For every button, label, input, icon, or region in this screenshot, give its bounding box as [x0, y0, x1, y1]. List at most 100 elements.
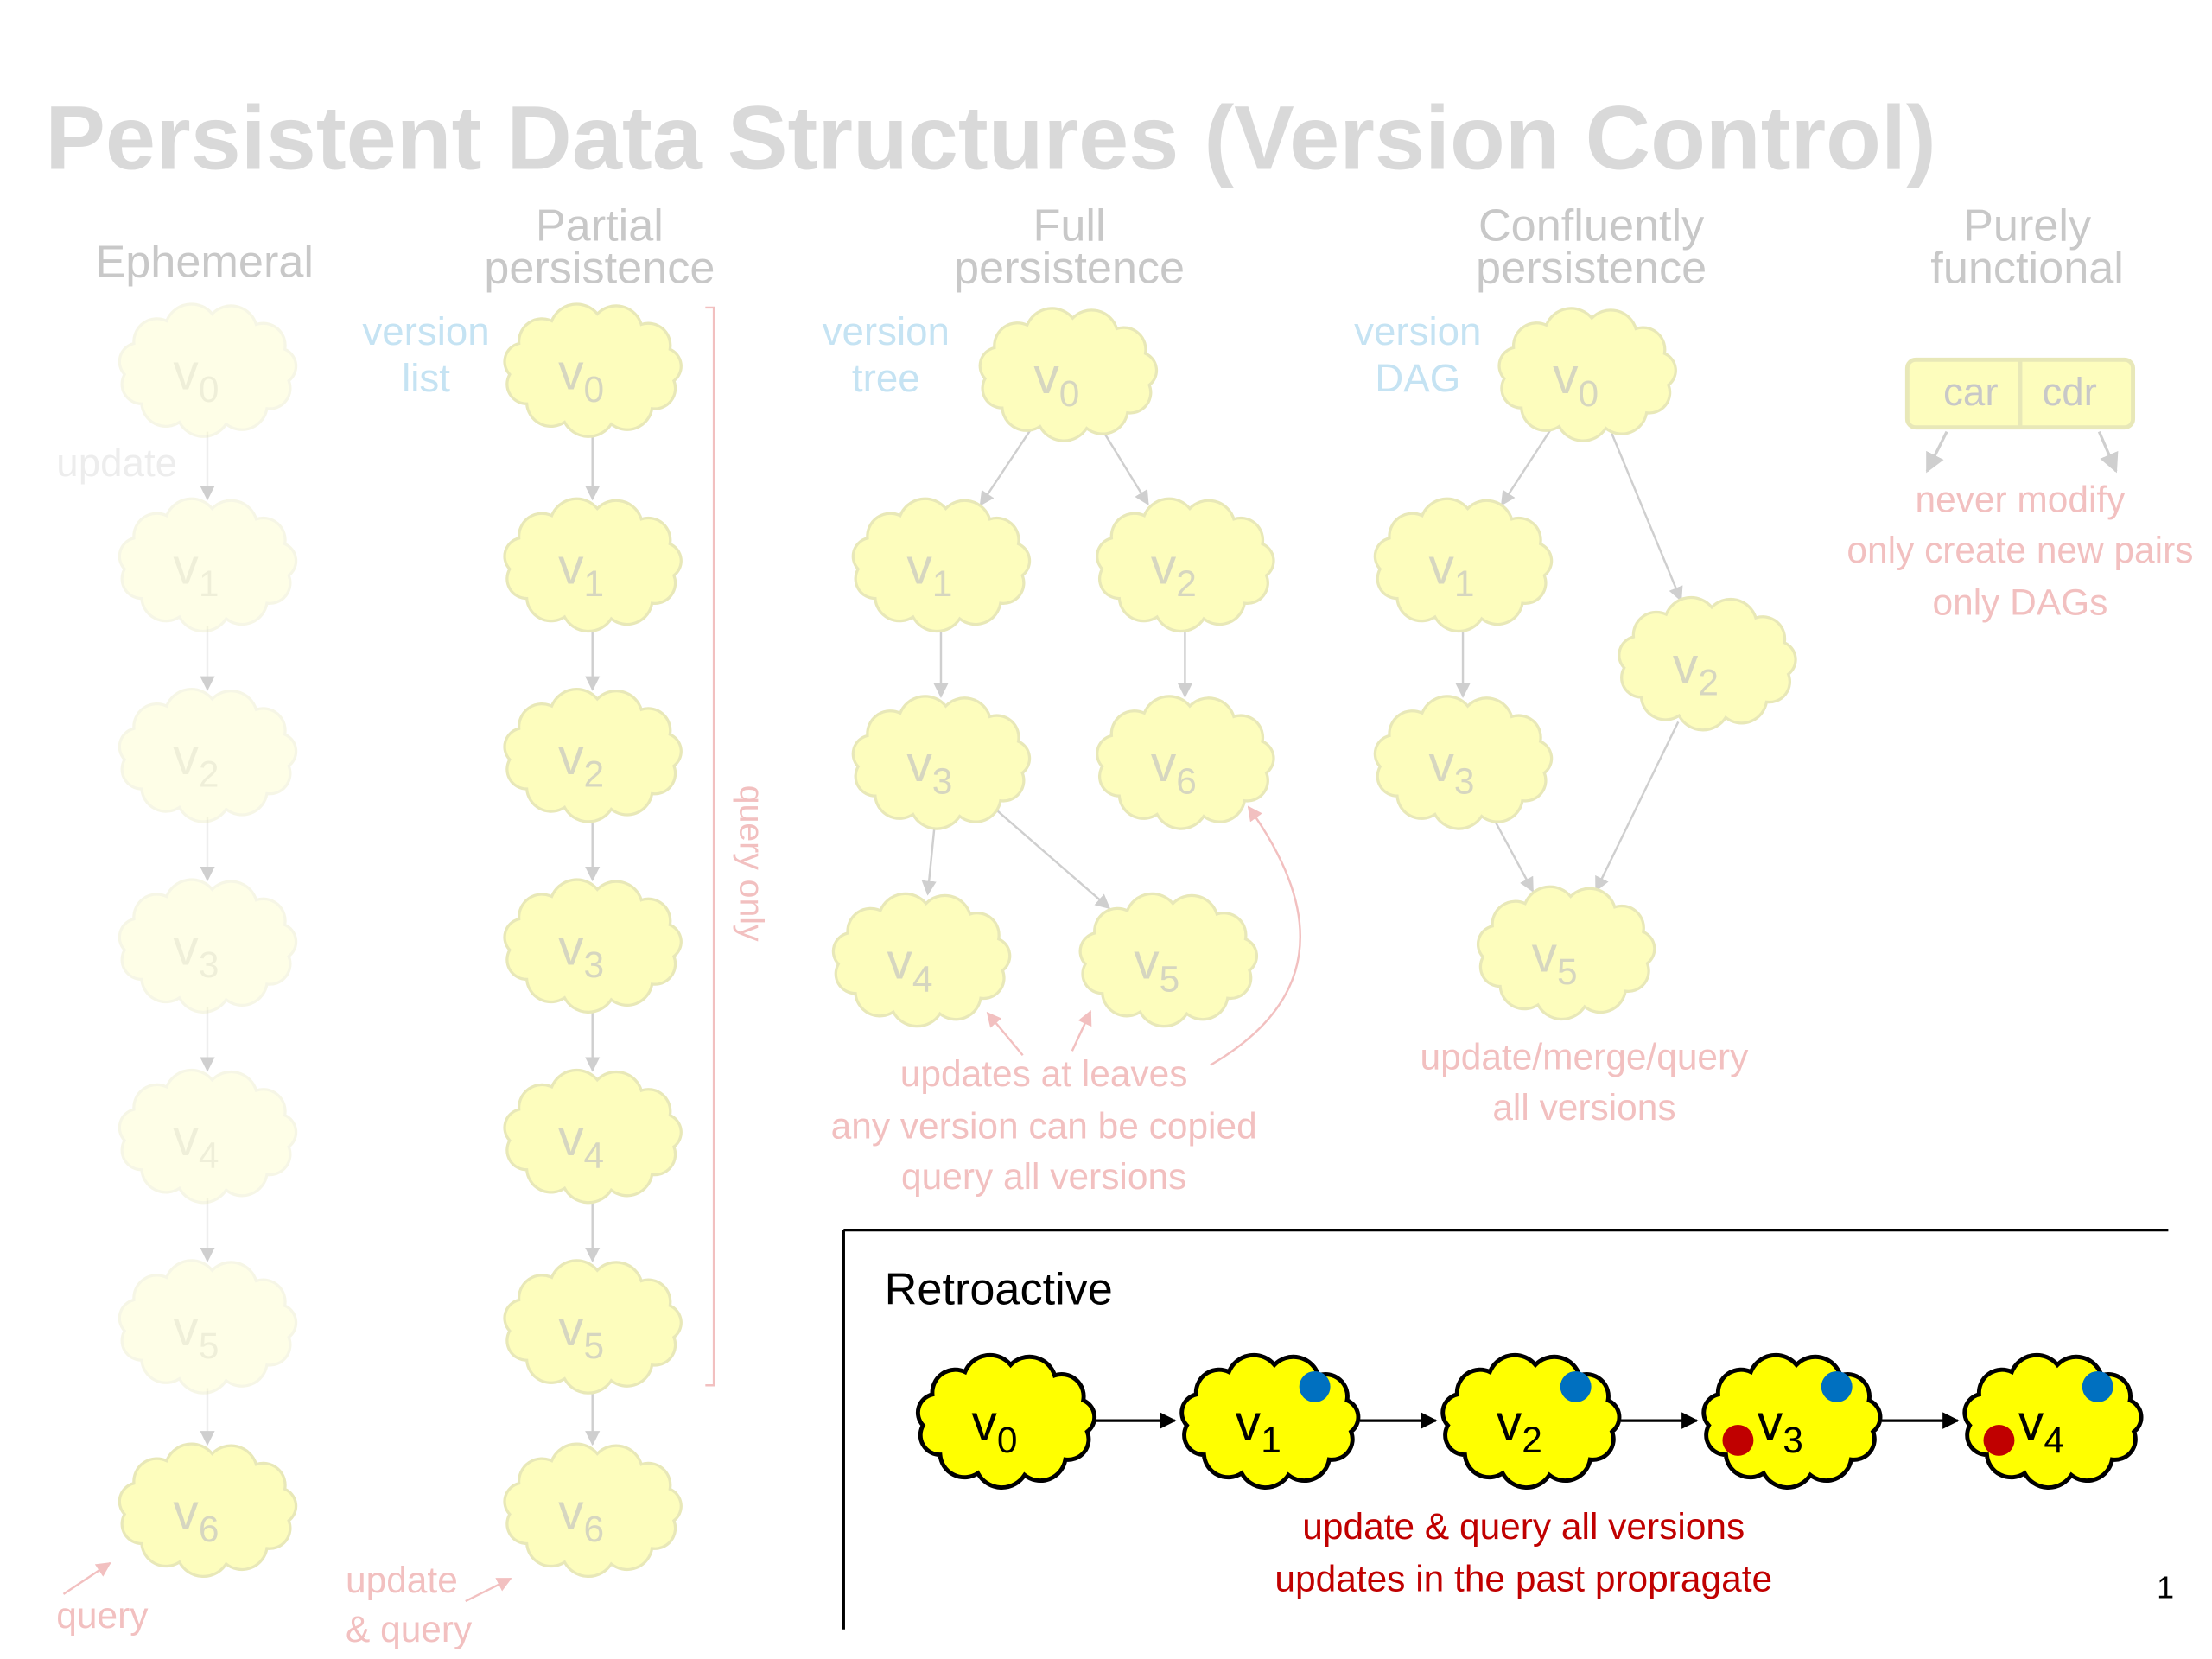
- version-cloud: [118, 878, 298, 1014]
- update-dot: [1821, 1370, 1853, 1402]
- version-sub: 0: [199, 369, 219, 410]
- label: functional: [1930, 243, 2124, 293]
- label: update: [346, 1560, 458, 1600]
- slide-title: Persistent Data Structures (Version Cont…: [45, 88, 1936, 189]
- version-name: v: [1151, 538, 1177, 594]
- version-sub: 0: [1059, 373, 1080, 414]
- version-name: v: [558, 1109, 584, 1166]
- version-sub: 3: [199, 944, 219, 985]
- edge-arrow: [979, 429, 1032, 506]
- edge-arrow: [1611, 433, 1683, 602]
- version-label: v1: [906, 538, 952, 604]
- version-sub: 5: [1160, 959, 1180, 1000]
- version-sub: 5: [199, 1325, 219, 1366]
- version-label: v6: [1151, 736, 1197, 802]
- version-sub: 2: [199, 754, 219, 795]
- label: cdr: [2042, 370, 2097, 414]
- version-label: v3: [906, 736, 952, 802]
- query-dot: [1722, 1424, 1754, 1456]
- pointer-arrow: [1925, 430, 1948, 474]
- version-name: v: [173, 1109, 199, 1166]
- version-label: v2: [1151, 538, 1197, 604]
- version-name: v: [1673, 637, 1699, 693]
- version-sub: 1: [932, 563, 953, 604]
- pointer-arrow: [2097, 430, 2119, 474]
- version-label: v2: [1673, 637, 1719, 702]
- version-name: v: [1758, 1395, 1783, 1451]
- version-sub: 0: [1579, 373, 1599, 414]
- version-label: v6: [558, 1484, 604, 1549]
- version-sub: 1: [199, 563, 219, 604]
- version-label: v1: [173, 538, 219, 604]
- version-name: v: [558, 344, 584, 400]
- query-dot: [1983, 1424, 2015, 1456]
- label: version: [362, 309, 489, 353]
- label: all versions: [1492, 1087, 1675, 1128]
- update-dot: [2082, 1370, 2113, 1402]
- version-label: v4: [558, 1109, 604, 1175]
- label: version: [1354, 309, 1481, 353]
- version-name: v: [1497, 1395, 1522, 1451]
- version-sub: 3: [1454, 761, 1475, 802]
- label: never modify: [1915, 479, 2126, 519]
- label: only DAGs: [1933, 582, 2108, 623]
- version-label: v2: [1497, 1395, 1542, 1460]
- version-label: v0: [1033, 348, 1079, 414]
- version-name: v: [1236, 1395, 1262, 1451]
- update-dot: [1299, 1370, 1331, 1402]
- label: & query: [346, 1609, 473, 1649]
- version-cloud: [978, 307, 1159, 442]
- annotation-arrow: [986, 1011, 1024, 1057]
- label: Confluently: [1478, 200, 1705, 251]
- version-cloud: [1373, 497, 1554, 633]
- version-cloud: [503, 688, 683, 823]
- version-name: v: [1033, 348, 1059, 404]
- bracket: [705, 306, 715, 1387]
- edge-arrow: [1500, 429, 1552, 506]
- version-name: v: [558, 919, 584, 976]
- version-cloud: [1078, 892, 1258, 1028]
- label: persistence: [954, 243, 1185, 293]
- version-sub: 6: [584, 1509, 605, 1549]
- version-sub: 1: [584, 563, 605, 604]
- label: query only: [733, 785, 770, 942]
- label: query all versions: [901, 1156, 1186, 1197]
- edge-arrow: [1102, 430, 1149, 506]
- version-cloud: [503, 1442, 683, 1579]
- version-cloud: [118, 497, 298, 633]
- version-cloud: [831, 892, 1012, 1028]
- version-cloud: [503, 302, 683, 438]
- version-sub: 5: [1557, 951, 1578, 992]
- version-label: v4: [887, 933, 933, 999]
- version-sub: 1: [1454, 563, 1475, 604]
- label: update & query all versions: [1302, 1506, 1745, 1547]
- version-label: v3: [1758, 1395, 1803, 1460]
- version-label: v2: [558, 729, 604, 795]
- edge-arrow: [921, 823, 937, 896]
- version-cloud: [851, 695, 1032, 830]
- version-label: v5: [1532, 926, 1578, 992]
- version-sub: 3: [1783, 1420, 1803, 1460]
- label: version: [823, 309, 950, 353]
- version-cloud: [118, 688, 298, 823]
- version-name: v: [558, 1300, 584, 1357]
- version-label: v5: [1134, 933, 1179, 999]
- version-sub: 4: [584, 1135, 605, 1176]
- version-label: v0: [972, 1395, 1018, 1460]
- version-name: v: [173, 1300, 199, 1357]
- version-name: v: [558, 1484, 584, 1540]
- version-label: v3: [1428, 736, 1474, 802]
- version-cloud: [503, 878, 683, 1014]
- version-sub: 2: [1176, 563, 1197, 604]
- version-cloud: [1476, 885, 1656, 1021]
- label: DAG: [1375, 356, 1460, 400]
- version-cloud: [851, 497, 1032, 633]
- label: updates in the past propragate: [1274, 1558, 1772, 1599]
- version-sub: 2: [584, 754, 605, 795]
- version-name: v: [1134, 933, 1160, 989]
- version-sub: 4: [199, 1135, 219, 1176]
- version-cloud: [1618, 595, 1797, 732]
- version-name: v: [887, 933, 913, 989]
